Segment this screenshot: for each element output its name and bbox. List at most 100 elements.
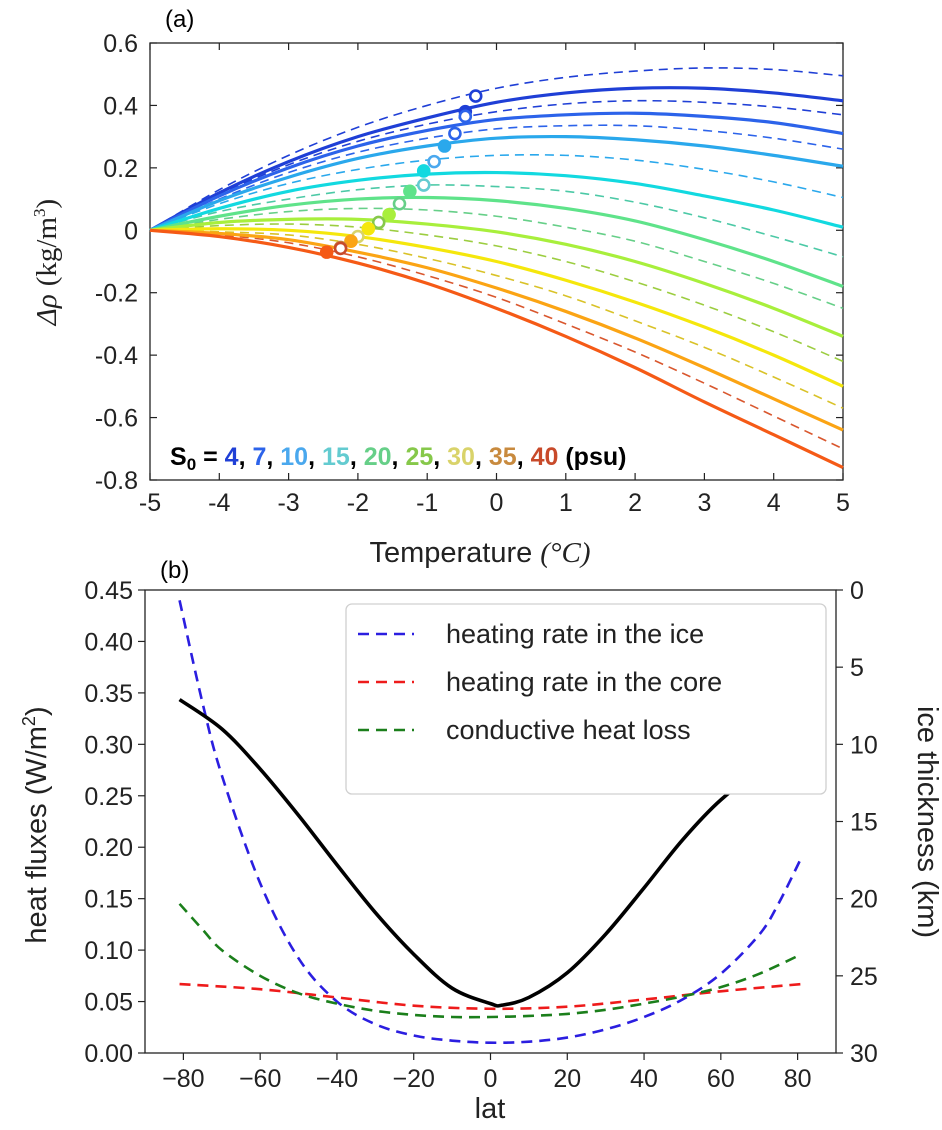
panel-b-y-axis-exp: 2 <box>19 716 39 726</box>
dashed-curve <box>149 99 844 232</box>
panel-a-y-tick-label: -0.4 <box>95 342 138 370</box>
panel-b-x-tick-label: 20 <box>553 1065 581 1093</box>
heat-flux-line <box>178 600 803 1045</box>
panel-a-y-axis-unit: (kg/m <box>31 217 63 287</box>
freezing-point-marker <box>416 164 431 178</box>
panel-b-y-tick-label: 0.45 <box>84 577 133 605</box>
panel-a-y-tick-label: 0 <box>124 217 138 245</box>
panel-b-y-tick-label: 0.35 <box>84 680 133 708</box>
freezing-point-marker <box>427 154 441 169</box>
panel-b-x-axis-label: lat <box>475 1093 506 1125</box>
panel-b-y-tick-labels: 0.00 0.05 0.10 0.15 0.20 0.25 0.30 0.35 0.40 0.45 <box>84 577 133 1068</box>
panel-b-right-y-tick-label: 5 <box>850 654 864 682</box>
freezing-point-marker <box>361 221 376 236</box>
panel-a-markers <box>319 89 483 259</box>
heat-flux-line <box>179 982 802 1011</box>
salinity-legend-item: 35 <box>489 443 517 471</box>
salinity-legend-separator: , <box>308 443 322 471</box>
salinity-legend-separator: , <box>239 443 253 471</box>
panel-b-y-tick-label: 0.30 <box>84 731 133 759</box>
salinity-legend-item: 15 <box>322 443 350 471</box>
dashed-curve <box>149 184 844 258</box>
dashed-curve <box>149 229 844 409</box>
salinity-legend-separator: , <box>433 443 447 471</box>
freezing-point-marker <box>333 241 348 256</box>
dashed-curve <box>149 207 844 310</box>
panel-b-right-y-axis-label: ice thickness (km) <box>911 706 942 938</box>
panel-b-x-tick-label: 80 <box>784 1065 812 1093</box>
panel-b-right-y-tick-label: 30 <box>850 1040 878 1068</box>
salinity-legend: S0 = 4, 7, 10, 15, 20, 25, 30, 35, 40 (p… <box>170 443 626 474</box>
salinity-legend-separator: , <box>517 443 531 471</box>
panel-a-y-axis-unit-close: ) <box>31 199 63 209</box>
solid-curve <box>149 86 844 232</box>
freezing-point-marker <box>403 184 417 199</box>
freezing-point-marker <box>382 207 396 222</box>
salinity-legend-symbol: S <box>170 443 187 471</box>
panel-a-x-tick-label: 0 <box>490 489 504 517</box>
panel-b-y-tick-label: 0.20 <box>84 834 133 862</box>
panel-b-y-tick-label: 0.40 <box>84 628 133 656</box>
panel-b-right-y-tick-label: 0 <box>850 577 864 605</box>
panel-b-y-tick-label: 0.10 <box>84 937 133 965</box>
panel-a-y-tick-label: -0.2 <box>95 280 138 308</box>
dashed-curve <box>149 153 844 232</box>
solid-curve <box>149 111 844 232</box>
legend-label: heating rate in the ice <box>446 619 704 649</box>
panel-a-y-tick-label: -0.6 <box>95 405 138 433</box>
panel-a-y-tick-label: -0.8 <box>95 467 138 495</box>
solid-curve <box>149 228 844 469</box>
panel-a-x-tick-label: 3 <box>697 489 711 517</box>
freezing-point-marker <box>371 215 386 230</box>
freezing-point-marker <box>458 109 473 124</box>
panel-a-x-axis-label: Temperature (°C) <box>369 537 590 569</box>
panel-b-y-tick-label: 0.00 <box>84 1040 133 1068</box>
panel-a-y-axis-unit-exp: 3 <box>30 208 49 217</box>
legend-label: conductive heat loss <box>446 715 691 745</box>
dashed-curve <box>149 223 844 363</box>
panel-b-right-y-tick-label: 20 <box>850 886 878 914</box>
panel-b-x-tick-labels: −80 −60 −40 −20 0 20 40 60 80 <box>162 1065 811 1093</box>
salinity-legend-unit: (psu) <box>558 443 626 471</box>
freezing-point-marker <box>416 178 431 192</box>
panel-a-y-axis-label: Δρ (kg/m3) <box>30 199 63 326</box>
ice-thickness-line <box>178 698 802 1008</box>
panel-a-y-tick-label: 0.2 <box>103 155 138 183</box>
panel-a: (a) -5 -4 -3 -2 -1 0 1 2 3 4 5 0.6 0.4 0.2 0 -0.2 -0.4 -… <box>30 6 850 569</box>
panel-b-right-y-tick-label: 25 <box>850 963 878 991</box>
salinity-legend-separator: , <box>266 443 280 471</box>
legend-box <box>345 603 827 795</box>
panel-a-label: (a) <box>165 6 194 33</box>
heat-flux-line <box>178 902 802 1019</box>
panel-a-x-tick-label: -2 <box>347 489 369 517</box>
salinity-legend-item: 10 <box>280 443 308 471</box>
panel-b-x-tick-label: 60 <box>707 1065 735 1093</box>
panel-b-right-y-tick-label: 15 <box>850 809 878 837</box>
panel-b-x-tick-label: −80 <box>162 1065 204 1093</box>
salinity-legend-subscript: 0 <box>187 455 196 474</box>
solid-curve <box>149 217 844 338</box>
freezing-point-marker <box>437 139 452 153</box>
salinity-legend-separator: , <box>392 443 406 471</box>
panel-a-solid-curves <box>149 86 844 469</box>
salinity-legend-item: 20 <box>364 443 392 471</box>
solid-curve <box>149 134 844 232</box>
panel-b-x-tick-label: 40 <box>630 1065 658 1093</box>
solid-curve <box>149 227 844 388</box>
panel-b-legend: heating rate in the ice heating rate in t… <box>345 603 827 795</box>
salinity-legend-separator: , <box>475 443 489 471</box>
dashed-curve <box>149 67 844 231</box>
salinity-legend-item: 7 <box>252 443 266 471</box>
solid-curve <box>149 170 844 232</box>
panel-b-right-y-tick-labels: 0 5 10 15 20 25 30 <box>850 577 878 1068</box>
freezing-point-marker <box>344 234 358 249</box>
panel-b-ticks <box>138 589 843 1060</box>
panel-b-curves <box>178 600 803 1045</box>
panel-b-y-tick-label: 0.05 <box>84 989 133 1017</box>
panel-b-label: (b) <box>160 557 189 584</box>
freezing-point-marker <box>448 126 462 141</box>
salinity-legend-equals: = <box>196 443 225 471</box>
panel-b-x-tick-label: 0 <box>484 1065 498 1093</box>
freezing-point-marker <box>468 89 483 103</box>
